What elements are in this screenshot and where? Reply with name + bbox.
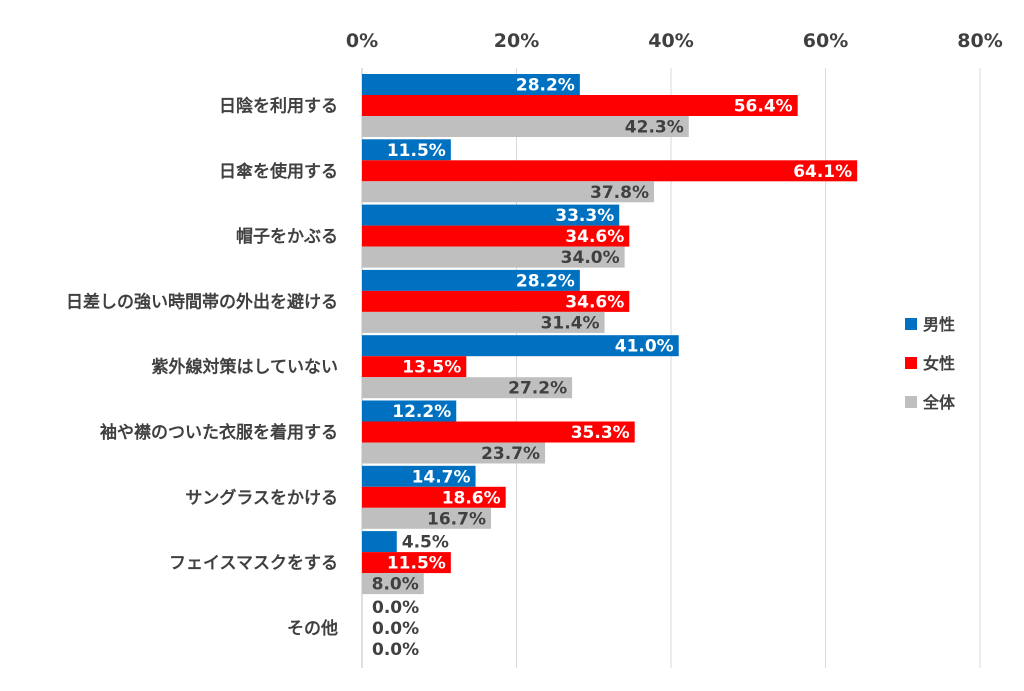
data-label: 0.0%	[372, 640, 419, 660]
data-label: 28.2%	[516, 271, 575, 291]
x-axis-ticks: 0% 20% 40% 60% 80%	[346, 30, 1003, 52]
bar-女性	[362, 95, 798, 116]
bar-全体	[362, 377, 573, 399]
category-label: 紫外線対策はしていない	[152, 357, 339, 378]
legend-swatch	[905, 396, 917, 408]
data-label: 64.1%	[793, 162, 852, 182]
bar-全体	[362, 573, 424, 595]
data-label: 11.5%	[387, 141, 446, 161]
category-label: サングラスをかける	[185, 487, 338, 508]
data-label: 56.4%	[734, 97, 793, 117]
data-label: 27.2%	[508, 379, 567, 399]
data-label: 16.7%	[427, 509, 486, 529]
bar-男性	[362, 269, 580, 291]
data-label: 14.7%	[412, 467, 471, 487]
bar-男性	[362, 400, 457, 422]
data-label: 18.6%	[442, 488, 501, 508]
bar-男性	[362, 204, 620, 226]
bar-全体	[362, 442, 546, 464]
bar-男性	[362, 531, 397, 553]
legend-swatch	[905, 318, 917, 330]
bar-女性	[362, 290, 630, 312]
x-tick-label: 40%	[648, 30, 693, 52]
data-label: 8.0%	[372, 575, 419, 595]
bar-男性	[362, 74, 580, 95]
bar-女性	[362, 486, 506, 508]
data-label: 34.0%	[561, 248, 620, 268]
data-label: 12.2%	[392, 402, 451, 422]
x-tick-label: 60%	[803, 30, 848, 52]
category-label: 日傘を使用する	[219, 161, 338, 182]
legend-swatch	[905, 357, 917, 369]
x-tick-label: 80%	[957, 30, 1002, 52]
data-label: 33.3%	[555, 206, 614, 226]
legend-label: 男性	[923, 315, 955, 334]
bars: 28.2%56.4%42.3%11.5%64.1%37.8%33.3%34.6%…	[362, 74, 858, 660]
legend-label: 全体	[922, 393, 956, 412]
data-label: 31.4%	[541, 313, 600, 333]
bar-全体	[362, 181, 655, 203]
x-tick-label: 0%	[346, 30, 378, 52]
data-label: 28.2%	[516, 76, 575, 96]
bar-男性	[362, 465, 476, 487]
bar-女性	[362, 356, 467, 378]
data-label: 0.0%	[372, 598, 419, 618]
data-label: 41.0%	[615, 337, 674, 357]
bar-男性	[362, 139, 451, 161]
bar-女性	[362, 552, 451, 574]
data-label: 34.6%	[565, 292, 624, 312]
data-label: 4.5%	[402, 533, 449, 553]
bar-全体	[362, 507, 492, 529]
category-label: 袖や襟のついた衣服を着用する	[100, 422, 338, 443]
legend-label: 女性	[923, 354, 955, 373]
data-label: 34.6%	[565, 227, 624, 247]
bar-男性	[362, 335, 679, 357]
bar-全体	[362, 246, 625, 268]
data-label: 0.0%	[372, 619, 419, 639]
bar-全体	[362, 311, 605, 333]
category-label: フェイスマスクをする	[169, 554, 338, 574]
category-label: 日陰を利用する	[219, 96, 338, 117]
bar-女性	[362, 421, 635, 443]
data-label: 42.3%	[625, 118, 684, 138]
category-labels: 日陰を利用する日傘を使用する帽子をかぶる日差しの強い時間帯の外出を避ける紫外線対…	[66, 96, 338, 639]
data-label: 37.8%	[590, 183, 649, 203]
bar-全体	[362, 116, 689, 137]
data-label: 11.5%	[387, 554, 446, 574]
category-label: 日差しの強い時間帯の外出を避ける	[66, 291, 338, 312]
data-label: 23.7%	[481, 444, 540, 464]
data-label: 35.3%	[571, 423, 630, 443]
data-label: 13.5%	[402, 358, 461, 378]
category-label: 帽子をかぶる	[236, 226, 338, 247]
bar-女性	[362, 225, 630, 247]
x-tick-label: 20%	[494, 30, 539, 52]
bar-女性	[362, 160, 858, 182]
category-label: その他	[287, 618, 338, 639]
